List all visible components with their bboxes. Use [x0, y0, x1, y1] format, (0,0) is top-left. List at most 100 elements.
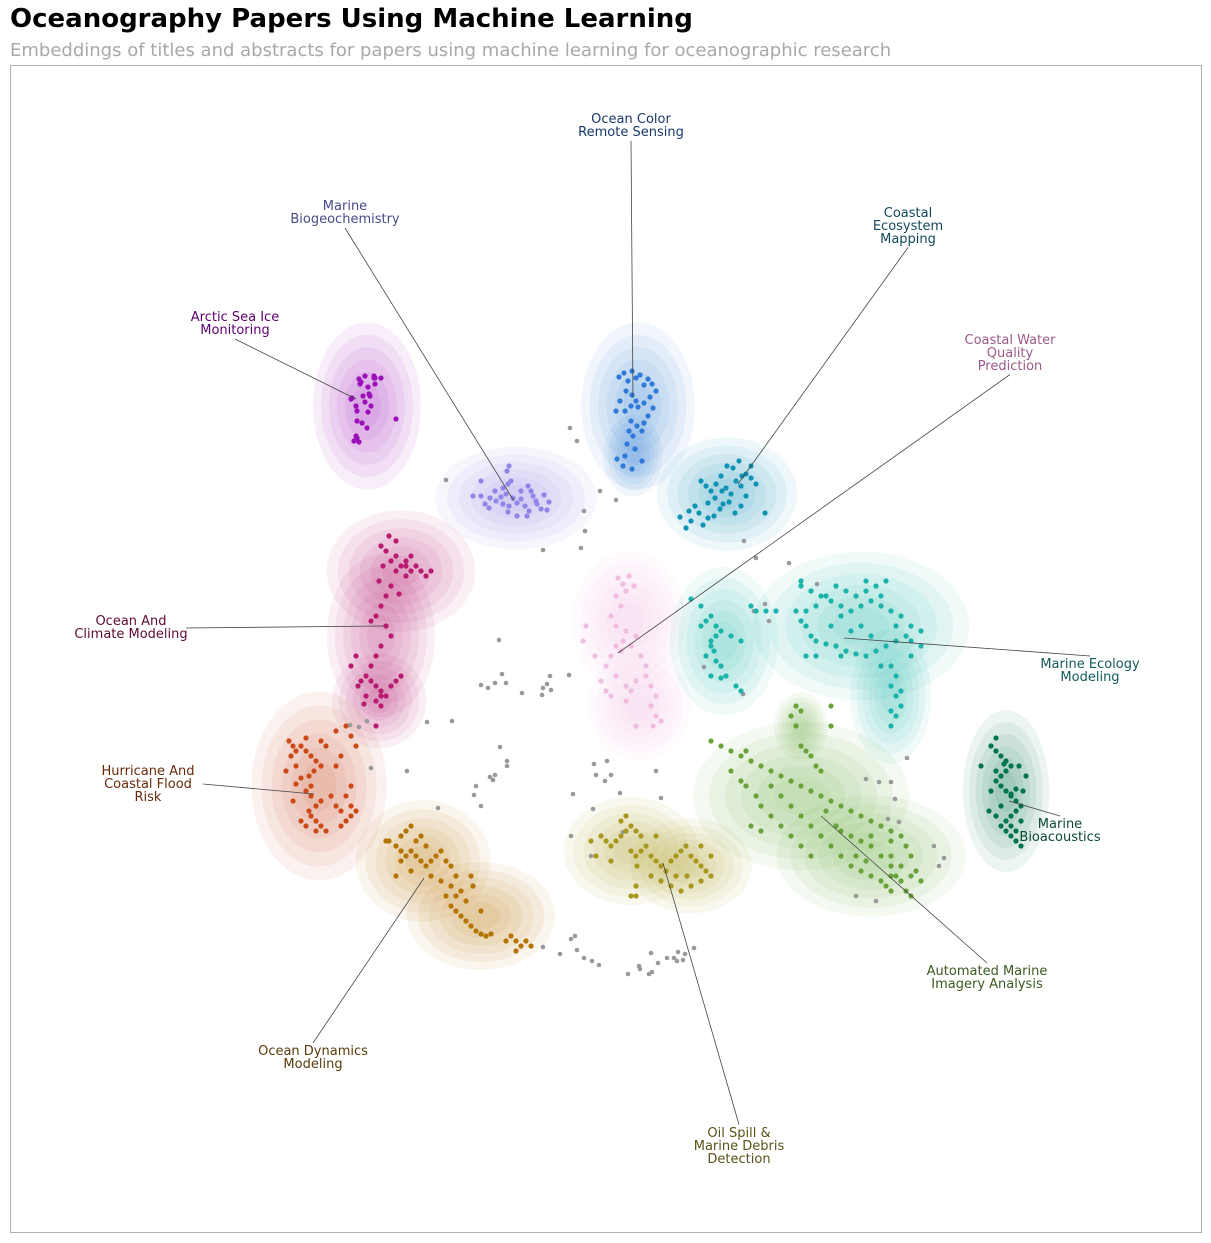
point-arctic-sea-ice-monitoring [393, 416, 399, 422]
noise-point [888, 779, 894, 785]
density-contour-coastal-water-quality-prediction [610, 676, 668, 736]
density-contour-oil-spill-marine-debris-detection [666, 846, 716, 886]
point-marine-bioacoustics [993, 813, 999, 819]
point-marine-ecology-modeling [903, 633, 909, 639]
point-marine-bioacoustics [998, 773, 1004, 779]
point-ocean-and-climate-modeling [428, 568, 434, 574]
point-ocean-and-climate-modeling [363, 693, 369, 699]
point-marine-biogeochemistry [514, 500, 520, 506]
point-automated-marine-imagery-analysis [728, 768, 734, 774]
density-contour-ocean-and-climate-modeling [359, 681, 399, 721]
noise-point [648, 950, 654, 956]
point-hurricane-and-coastal-flood-risk [306, 773, 312, 779]
point-hurricane-and-coastal-flood-risk [308, 783, 314, 789]
point-marine-ecology-modeling [868, 598, 874, 604]
point-marine-bioacoustics [1008, 791, 1014, 797]
noise-point [582, 528, 588, 534]
point-marine-ecology-modeling [838, 653, 844, 659]
noise-point [557, 951, 563, 957]
point-hurricane-and-coastal-flood-risk [303, 748, 309, 754]
point-marine-ecology-modeling [883, 643, 889, 649]
point-marine-biogeochemistry [524, 513, 530, 519]
noise-point [364, 718, 370, 724]
point-automated-marine-imagery-analysis [718, 743, 724, 749]
point-coastal-water-quality-prediction [626, 573, 632, 579]
point-ocean-color-remote-sensing [647, 394, 653, 400]
noise-point [492, 680, 498, 686]
point-automated-marine-imagery-analysis [738, 778, 744, 784]
point-oil-spill-marine-debris-detection [698, 863, 704, 869]
point-hurricane-and-coastal-flood-risk [353, 743, 359, 749]
point-marine-bioacoustics [1016, 763, 1022, 769]
leader-line-coastal-water-quality-prediction [617, 374, 1011, 654]
point-marine-bioacoustics [1003, 828, 1009, 834]
point-marine-ecology-modeling [828, 623, 834, 629]
point-hurricane-and-coastal-flood-risk [286, 738, 292, 744]
point-automated-marine-imagery-analysis [863, 858, 869, 864]
noise-point [653, 768, 659, 774]
point-ocean-and-climate-modeling [373, 613, 379, 619]
point-coastal-water-quality-prediction [603, 663, 609, 669]
noise-point [568, 936, 574, 942]
noise-point [613, 497, 619, 503]
point-automated-marine-imagery-analysis [743, 748, 749, 754]
noise-point [356, 724, 362, 730]
chart-subtitle: Embeddings of titles and abstracts for p… [10, 40, 892, 61]
point-coastal-ecosystem-mapping [762, 510, 768, 516]
point-ocean-and-climate-modeling [378, 703, 384, 709]
density-contour-automated-marine-imagery-analysis [774, 692, 828, 760]
point-coastal-ecosystem-mapping [711, 513, 717, 519]
point-automated-marine-imagery-analysis [798, 708, 804, 714]
point-coastal-water-quality-prediction [638, 653, 644, 659]
density-contour-coastal-water-quality-prediction [597, 582, 661, 660]
point-marine-ecology-modeling [888, 708, 894, 714]
point-arctic-sea-ice-monitoring [365, 384, 371, 390]
density-contour-ocean-color-remote-sensing [620, 439, 646, 473]
point-oil-spill-marine-debris-detection [593, 853, 599, 859]
point-coastal-water-quality-prediction [653, 693, 659, 699]
point-hurricane-and-coastal-flood-risk [303, 788, 309, 794]
point-automated-marine-imagery-analysis [808, 753, 814, 759]
point-ocean-and-climate-modeling [383, 693, 389, 699]
point-coastal-ecosystem-mapping [753, 481, 759, 487]
point-arctic-sea-ice-monitoring [366, 391, 372, 397]
point-ocean-and-climate-modeling [378, 643, 384, 649]
density-halos [251, 322, 1050, 970]
point-ocean-dynamics-modeling [398, 858, 404, 864]
point-marine-biogeochemistry [504, 468, 510, 474]
point-ocean-color-remote-sensing [628, 403, 634, 409]
point-ocean-color-remote-sensing [616, 374, 622, 380]
point-marine-ecology-modeling [698, 623, 704, 629]
density-contour-coastal-ecosystem-mapping [708, 479, 746, 509]
point-coastal-ecosystem-mapping [736, 458, 742, 464]
point-hurricane-and-coastal-flood-risk [338, 808, 344, 814]
point-arctic-sea-ice-monitoring [372, 381, 378, 387]
point-ocean-and-climate-modeling [368, 663, 374, 669]
cluster-marine-ecology-modeling [688, 578, 924, 729]
point-hurricane-and-coastal-flood-risk [313, 818, 319, 824]
density-contour-arctic-sea-ice-monitoring [337, 359, 397, 453]
point-ocean-and-climate-modeling [380, 563, 386, 569]
cluster-label-automated-marine-imagery-analysis: Automated Marine Imagery Analysis [926, 964, 1048, 992]
point-marine-ecology-modeling [713, 623, 719, 629]
point-hurricane-and-coastal-flood-risk [328, 793, 334, 799]
cluster-hurricane-and-coastal-flood-risk [283, 723, 359, 834]
cluster-marine-biogeochemistry [470, 463, 552, 519]
noise-point [596, 962, 602, 968]
point-automated-marine-imagery-analysis [853, 853, 859, 859]
point-marine-bioacoustics [1018, 843, 1024, 849]
point-ocean-dynamics-modeling [473, 928, 479, 934]
point-oil-spill-marine-debris-detection [598, 833, 604, 839]
point-ocean-color-remote-sensing [628, 418, 634, 424]
noise-point [591, 761, 597, 767]
point-hurricane-and-coastal-flood-risk [343, 793, 349, 799]
point-hurricane-and-coastal-flood-risk [348, 783, 354, 789]
point-coastal-water-quality-prediction [643, 663, 649, 669]
point-ocean-color-remote-sensing [625, 378, 631, 384]
point-marine-ecology-modeling [738, 638, 744, 644]
leader-line-marine-biogeochemistry [344, 227, 515, 502]
point-ocean-dynamics-modeling [408, 868, 414, 874]
point-ocean-dynamics-modeling [488, 931, 494, 937]
noise-point [646, 971, 652, 977]
noise-point [853, 893, 859, 899]
